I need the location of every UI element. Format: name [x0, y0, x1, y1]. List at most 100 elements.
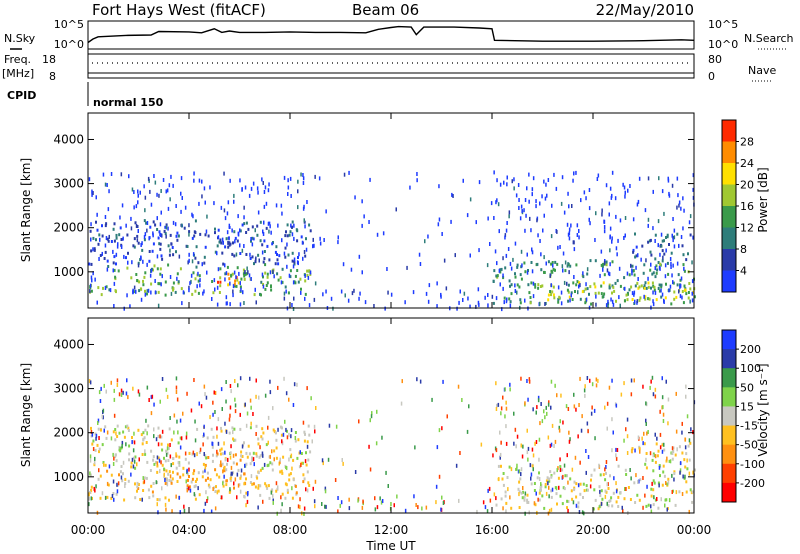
power-echo-speck: [516, 290, 518, 295]
power-echo-speck: [308, 303, 311, 308]
velocity-echo-speck: [253, 462, 255, 467]
velocity-echo-cell: [288, 478, 291, 482]
noise-frame: [87, 20, 695, 50]
velocity-echo-speck: [209, 415, 211, 420]
power-echo-cell: [245, 221, 248, 225]
power-echo-cell: [214, 250, 217, 254]
power-echo-speck: [150, 290, 152, 295]
velocity-echo-cell: [119, 446, 122, 450]
power-echo-cell: [571, 298, 574, 301]
velocity-echo-speck: [340, 500, 343, 505]
power-echo-cell: [113, 222, 116, 226]
velocity-echo-speck: [288, 432, 290, 437]
velocity-echo-cell: [142, 489, 145, 492]
velocity-echo-speck: [257, 505, 259, 510]
velocity-echo-speck: [396, 494, 398, 499]
power-echo-cell: [529, 301, 532, 305]
velocity-echo-speck: [273, 457, 275, 462]
velocity-echo-speck: [499, 455, 501, 460]
velocity-echo-speck: [224, 450, 226, 455]
power-echo-cell: [227, 245, 230, 249]
power-echo-speck: [337, 240, 339, 245]
velocity-echo-speck: [164, 502, 167, 507]
velocity-echo-speck: [239, 489, 242, 494]
velocity-echo-speck: [97, 421, 99, 425]
velocity-echo-speck: [641, 436, 643, 441]
velocity-echo-speck: [122, 460, 125, 465]
power-echo-cell: [652, 271, 655, 275]
power-echo-speck: [418, 252, 421, 257]
power-echo-speck: [127, 260, 129, 265]
power-ytick-label: 3000: [53, 177, 84, 191]
power-colorbar-tick-label: 8: [740, 243, 747, 256]
velocity-echo-cell: [246, 455, 249, 459]
power-echo-speck: [632, 217, 635, 222]
power-echo-speck: [509, 261, 512, 266]
power-echo-speck: [588, 188, 591, 192]
power-echo-speck: [368, 220, 370, 224]
power-echo-speck: [213, 278, 216, 283]
velocity-echo-cell: [167, 472, 170, 476]
power-echo-cell: [195, 265, 198, 269]
power-echo-speck: [673, 244, 676, 249]
velocity-echo-speck: [117, 481, 120, 486]
power-colorbar-tick-label: 24: [740, 157, 754, 170]
velocity-echo-cell: [145, 441, 148, 444]
power-echo-speck: [172, 183, 174, 188]
velocity-echo-speck: [560, 393, 562, 398]
velocity-echo-speck: [267, 440, 269, 445]
velocity-echo-speck: [550, 442, 553, 447]
power-echo-speck: [496, 261, 498, 266]
power-echo-speck: [142, 259, 144, 264]
power-echo-cell: [171, 246, 174, 249]
power-echo-speck: [490, 201, 493, 206]
power-echo-speck: [144, 195, 147, 200]
velocity-echo-cell: [306, 470, 309, 474]
power-echo-cell: [261, 243, 264, 247]
power-echo-cell: [139, 258, 142, 262]
velocity-echo-speck: [455, 463, 458, 468]
power-echo-cell: [673, 297, 676, 301]
velocity-echo-speck: [190, 408, 193, 413]
velocity-echo-speck: [376, 505, 379, 510]
power-echo-cell: [163, 229, 166, 233]
power-echo-speck: [181, 196, 183, 200]
power-echo-speck: [535, 204, 537, 209]
velocity-echo-speck: [186, 391, 188, 396]
velocity-colorbar-tick-label: -200: [740, 477, 765, 490]
velocity-echo-cell: [549, 470, 552, 474]
power-echo-layer: [88, 170, 696, 312]
power-echo-cell: [140, 287, 143, 291]
power-echo-speck: [478, 248, 480, 253]
power-echo-cell: [653, 285, 656, 289]
power-echo-speck: [233, 193, 235, 198]
freq-label: Freq.: [4, 53, 31, 66]
power-echo-cell: [657, 261, 660, 264]
velocity-echo-speck: [675, 391, 677, 396]
power-echo-cell: [107, 265, 110, 268]
power-echo-speck: [358, 254, 361, 259]
power-echo-cell: [682, 263, 685, 267]
velocity-echo-cell: [570, 489, 573, 493]
power-echo-speck: [228, 223, 231, 228]
velocity-echo-speck: [342, 461, 344, 466]
velocity-echo-speck: [634, 448, 636, 453]
power-echo-speck: [216, 285, 219, 290]
power-echo-speck: [609, 248, 611, 253]
power-echo-cell: [605, 260, 608, 264]
power-echo-speck: [122, 236, 124, 241]
power-echo-cell: [651, 272, 654, 276]
power-echo-cell: [101, 224, 103, 228]
power-echo-speck: [89, 283, 92, 288]
power-echo-cell: [136, 225, 139, 228]
power-echo-speck: [129, 304, 131, 309]
velocity-echo-cell: [164, 459, 167, 463]
velocity-echo-speck: [435, 484, 438, 489]
power-echo-cell: [579, 297, 582, 301]
power-echo-cell: [169, 233, 172, 237]
velocity-echo-cell: [533, 482, 536, 485]
velocity-echo-speck: [284, 419, 286, 424]
velocity-echo-cell: [170, 438, 173, 442]
velocity-echo-cell: [282, 455, 285, 459]
